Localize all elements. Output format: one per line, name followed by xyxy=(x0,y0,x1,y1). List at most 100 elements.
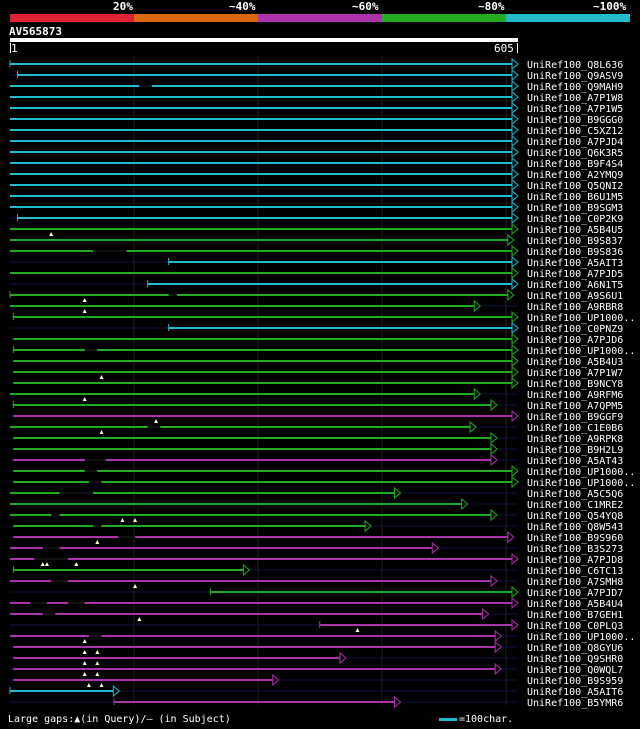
hit-label[interactable]: UniRef100_B5YMR6 xyxy=(527,698,623,709)
hit-label[interactable]: UniRef100_UP1000.. xyxy=(527,346,635,357)
hit-label[interactable]: UniRef100_A5B4U4 xyxy=(527,599,623,610)
hit-label[interactable]: UniRef100_Q9SHR0 xyxy=(527,654,623,665)
hit-row[interactable]: UniRef100_B9SGM3 xyxy=(10,200,623,214)
hit-row[interactable]: UniRef100_Q0WQL7 xyxy=(10,662,623,676)
hit-row[interactable]: UniRef100_C0PNZ9 xyxy=(10,321,623,335)
hit-row[interactable]: UniRef100_A7PJD4 xyxy=(10,134,623,148)
hit-row[interactable]: UniRef100_A5AT43 xyxy=(10,453,623,467)
hit-label[interactable]: UniRef100_Q9MAH9 xyxy=(527,82,623,93)
hit-label[interactable]: UniRef100_B7GEH1 xyxy=(527,610,623,621)
hit-label[interactable]: UniRef100_C1MRE2 xyxy=(527,500,623,511)
hit-label[interactable]: UniRef100_B9NCY8 xyxy=(527,379,623,390)
hit-row[interactable]: UniRef100_B9H2L9 xyxy=(10,442,623,456)
hit-row[interactable]: UniRef100_B9S959 xyxy=(10,673,623,687)
hit-row[interactable]: UniRef100_B9GGF9 xyxy=(10,409,623,423)
hit-label[interactable]: UniRef100_A5AIT6 xyxy=(527,687,623,698)
hit-label[interactable]: UniRef100_UP1000.. xyxy=(527,632,635,643)
hit-row[interactable]: UniRef100_C1E0B6 xyxy=(10,420,623,434)
hit-label[interactable]: UniRef100_C1E0B6 xyxy=(527,423,623,434)
hit-row[interactable]: UniRef100_Q54YQ8 xyxy=(10,508,623,522)
hit-label[interactable]: UniRef100_A7QPM5 xyxy=(527,401,623,412)
hit-row[interactable]: UniRef100_C6TC13 xyxy=(10,563,623,577)
hit-row[interactable]: UniRef100_A7P1W5 xyxy=(10,101,623,115)
hit-label[interactable]: UniRef100_Q0WQL7 xyxy=(527,665,623,676)
hit-label[interactable]: UniRef100_UP1000.. xyxy=(527,478,635,489)
hit-row[interactable]: UniRef100_A7P1W8 xyxy=(10,90,623,104)
hit-row[interactable]: UniRef100_B3S273 xyxy=(10,541,623,555)
hit-row[interactable]: UniRef100_A5C5Q6 xyxy=(10,486,623,500)
hit-label[interactable]: UniRef100_C0PLQ3 xyxy=(527,621,623,632)
hit-row[interactable]: UniRef100_A7PJD6 xyxy=(10,332,623,346)
hit-label[interactable]: UniRef100_A9RPK8 xyxy=(527,434,623,445)
hit-row[interactable]: UniRef100_Q8W543 xyxy=(10,519,623,533)
hit-row[interactable]: UniRef100_UP1000.. xyxy=(10,464,635,478)
hit-label[interactable]: UniRef100_Q8GYU6 xyxy=(527,643,623,654)
hit-row[interactable]: UniRef100_B9S837 xyxy=(10,233,623,247)
hit-label[interactable]: UniRef100_B9GGG0 xyxy=(527,115,623,126)
hit-label[interactable]: UniRef100_A9RFM6 xyxy=(527,390,623,401)
hit-row[interactable]: UniRef100_A6N1T5 xyxy=(10,277,623,291)
hit-label[interactable]: UniRef100_Q5QNI2 xyxy=(527,181,623,192)
hit-label[interactable]: UniRef100_B9F4S4 xyxy=(527,159,623,170)
hit-row[interactable]: UniRef100_C0P2K9 xyxy=(10,211,623,225)
hit-row[interactable]: UniRef100_Q6K3R5 xyxy=(10,145,623,159)
hit-row[interactable]: UniRef100_Q9SHR0 xyxy=(10,651,623,665)
hit-row[interactable]: UniRef100_Q9MAH9 xyxy=(10,79,623,93)
hit-row[interactable]: UniRef100_UP1000.. xyxy=(10,343,635,357)
hit-label[interactable]: UniRef100_A7PJD4 xyxy=(527,137,623,148)
hit-row[interactable]: UniRef100_A7QPM5 xyxy=(10,398,623,412)
hit-label[interactable]: UniRef100_B9GGF9 xyxy=(527,412,623,423)
hit-label[interactable]: UniRef100_C0P2K9 xyxy=(527,214,623,225)
hit-row[interactable]: UniRef100_A9RBR8 xyxy=(10,299,623,313)
hit-label[interactable]: UniRef100_A7P1W7 xyxy=(527,368,623,379)
hit-row[interactable]: UniRef100_A5B4U5 xyxy=(10,222,623,236)
hit-label[interactable]: UniRef100_A9RBR8 xyxy=(527,302,623,313)
hit-label[interactable]: UniRef100_UP1000.. xyxy=(527,467,635,478)
hit-row[interactable]: UniRef100_C1MRE2 xyxy=(10,497,623,511)
hit-row[interactable]: UniRef100_A5AIT3 xyxy=(10,255,623,269)
hit-row[interactable]: UniRef100_A7PJD8 xyxy=(10,552,623,566)
hit-label[interactable]: UniRef100_A2YMQ9 xyxy=(527,170,623,181)
hit-label[interactable]: UniRef100_B9S836 xyxy=(527,247,623,258)
hit-row[interactable]: UniRef100_B9S836 xyxy=(10,244,623,258)
hit-row[interactable]: UniRef100_C5XZ12 xyxy=(10,123,623,137)
hit-label[interactable]: UniRef100_B9H2L9 xyxy=(527,445,623,456)
hit-label[interactable]: UniRef100_B9S960 xyxy=(527,533,623,544)
hit-label[interactable]: UniRef100_A7PJD5 xyxy=(527,269,623,280)
hit-row[interactable]: UniRef100_B6U1M5 xyxy=(10,189,623,203)
hit-row[interactable]: UniRef100_A5B4U3 xyxy=(10,354,623,368)
hit-row[interactable]: UniRef100_A9S6U1 xyxy=(9,288,623,302)
hit-row[interactable]: UniRef100_UP1000.. xyxy=(10,629,635,643)
hit-row[interactable]: UniRef100_A9RPK8 xyxy=(10,431,623,445)
hit-label[interactable]: UniRef100_A7PJD6 xyxy=(527,335,623,346)
hit-row[interactable]: UniRef100_UP1000.. xyxy=(10,475,635,489)
hit-label[interactable]: UniRef100_UP1000.. xyxy=(527,313,635,324)
hit-row[interactable]: UniRef100_C0PLQ3 xyxy=(10,618,623,632)
hit-label[interactable]: UniRef100_C0PNZ9 xyxy=(527,324,623,335)
hit-label[interactable]: UniRef100_A6N1T5 xyxy=(527,280,623,291)
hit-label[interactable]: UniRef100_A5B4U5 xyxy=(527,225,623,236)
hit-row[interactable]: UniRef100_Q9ASV9 xyxy=(10,68,623,82)
hit-row[interactable]: UniRef100_B9F4S4 xyxy=(10,156,623,170)
hit-row[interactable]: UniRef100_A7PJD5 xyxy=(10,266,623,280)
hit-row[interactable]: UniRef100_A9RFM6 xyxy=(10,387,623,401)
hit-row[interactable]: UniRef100_B9S960 xyxy=(10,530,623,544)
hit-row[interactable]: UniRef100_Q8GYU6 xyxy=(10,640,623,654)
hit-label[interactable]: UniRef100_B9S837 xyxy=(527,236,623,247)
hit-label[interactable]: UniRef100_B6U1M5 xyxy=(527,192,623,203)
hit-label[interactable]: UniRef100_A7P1W8 xyxy=(527,93,623,104)
hit-label[interactable]: UniRef100_A5AT43 xyxy=(527,456,623,467)
hit-label[interactable]: UniRef100_A5C5Q6 xyxy=(527,489,623,500)
hit-row[interactable]: UniRef100_A5AIT6 xyxy=(9,684,623,698)
hit-label[interactable]: UniRef100_Q54YQ8 xyxy=(527,511,623,522)
hit-label[interactable]: UniRef100_A7PJD8 xyxy=(527,555,623,566)
hit-label[interactable]: UniRef100_A7SMH8 xyxy=(527,577,623,588)
hit-row[interactable]: UniRef100_B9NCY8 xyxy=(10,376,623,390)
hit-label[interactable]: UniRef100_B3S273 xyxy=(527,544,623,555)
hit-row[interactable]: UniRef100_B9GGG0 xyxy=(10,112,623,126)
hit-label[interactable]: UniRef100_A5AIT3 xyxy=(527,258,623,269)
hit-row[interactable]: UniRef100_Q8L636 xyxy=(9,57,623,71)
hit-label[interactable]: UniRef100_Q8L636 xyxy=(527,60,623,71)
hit-label[interactable]: UniRef100_A7P1W5 xyxy=(527,104,623,115)
hit-label[interactable]: UniRef100_C6TC13 xyxy=(527,566,623,577)
